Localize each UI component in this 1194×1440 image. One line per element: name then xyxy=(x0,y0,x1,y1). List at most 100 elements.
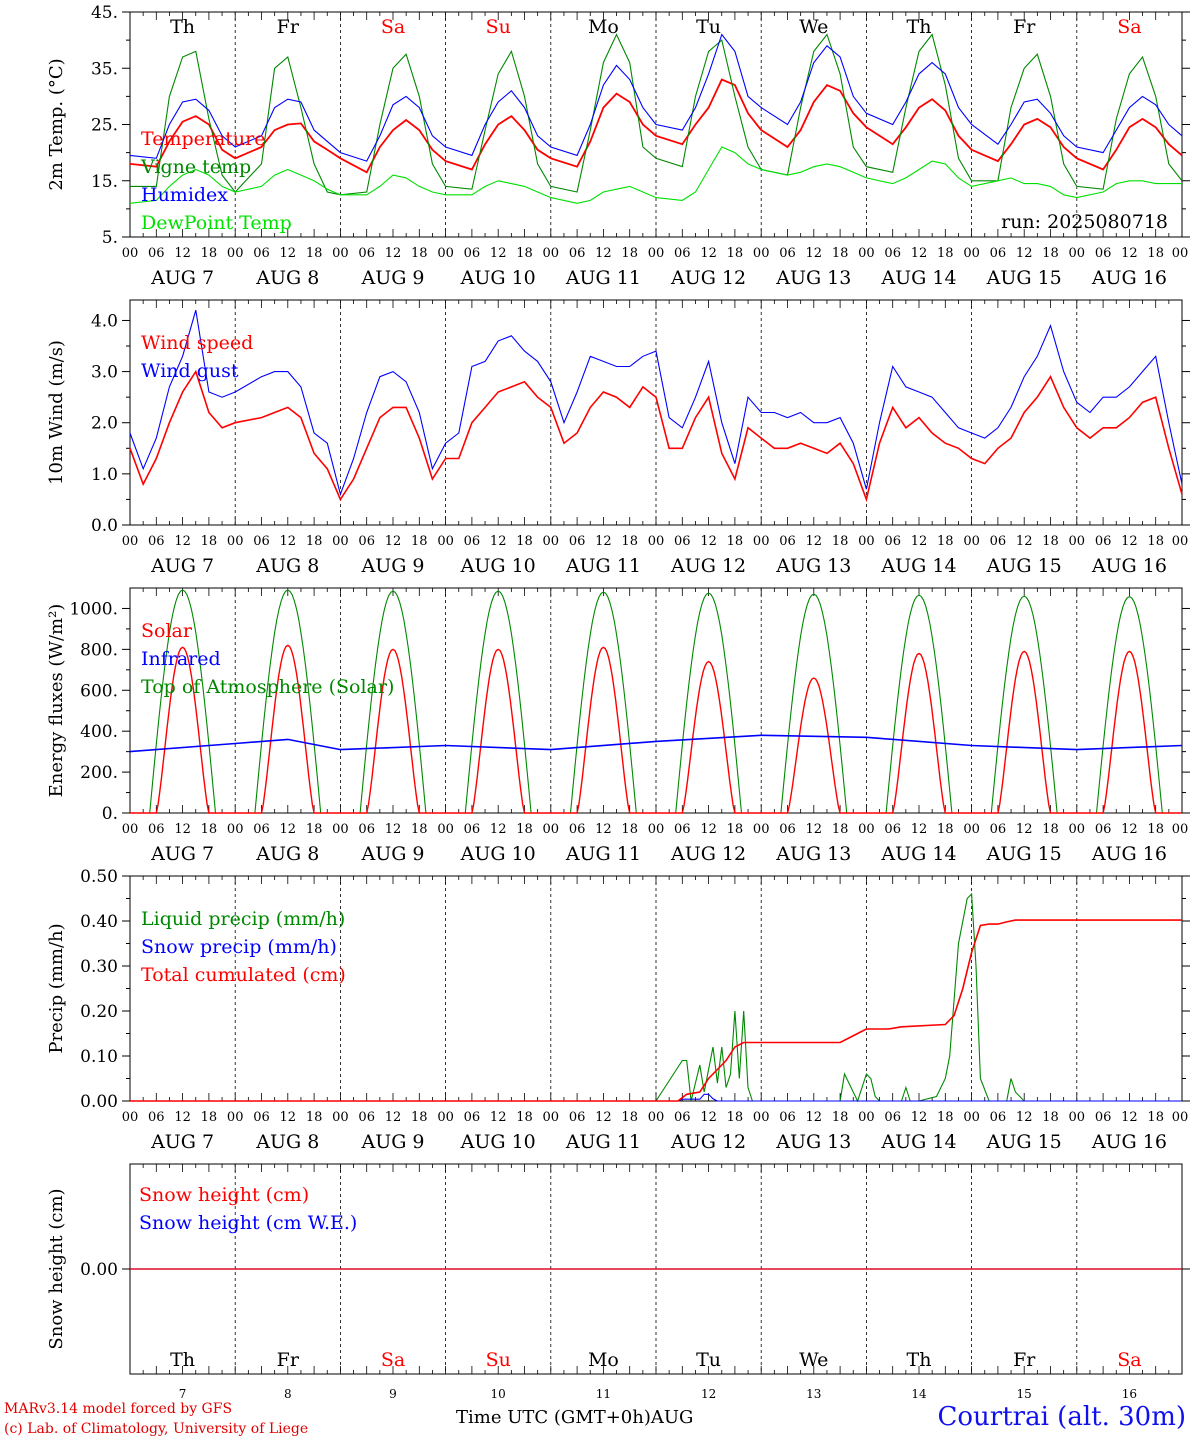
hour-tick-label: 18 xyxy=(1147,534,1164,549)
hour-tick-label: 00 xyxy=(543,246,560,261)
hour-tick-label: 12 xyxy=(700,534,717,549)
hour-tick-label: 00 xyxy=(858,1110,875,1125)
hour-tick-label: 12 xyxy=(806,246,823,261)
hour-tick-label: 18 xyxy=(201,822,218,837)
date-label: AUG 15 xyxy=(986,1131,1062,1153)
legend-temperature: Temperature xyxy=(141,128,265,150)
legend-liquid-precip-mm-h-: Liquid precip (mm/h) xyxy=(141,908,345,930)
series-dewpoint-temp xyxy=(129,146,1182,204)
date-label: AUG 7 xyxy=(150,1131,214,1153)
run-label: run: 2025080718 xyxy=(1001,211,1168,233)
hour-tick-label: 18 xyxy=(516,534,533,549)
date-label: AUG 7 xyxy=(150,267,214,289)
series-top-of-atmosphere-solar xyxy=(130,589,1182,814)
weekday-label: Th xyxy=(170,16,195,38)
date-label: AUG 9 xyxy=(360,1131,424,1153)
weekday-label: Sa xyxy=(1117,16,1141,38)
y-tick-label: 400. xyxy=(80,722,118,742)
hour-tick-label: 12 xyxy=(385,534,402,549)
hour-tick-label: 12 xyxy=(700,822,717,837)
hour-tick-label: 18 xyxy=(1147,822,1164,837)
station-name: Courtrai (alt. 30m) xyxy=(937,1402,1187,1432)
hour-tick-label: 12 xyxy=(1121,246,1138,261)
weekday-label: Mo xyxy=(588,1349,619,1371)
hour-tick-label: 12 xyxy=(911,246,928,261)
hour-tick-label: 06 xyxy=(569,1110,586,1125)
weekday-label: Tu xyxy=(696,1349,721,1371)
hour-tick-label: 06 xyxy=(884,246,901,261)
day-number-label: 11 xyxy=(596,1387,611,1401)
date-label: AUG 8 xyxy=(255,843,319,865)
hour-tick-label: 06 xyxy=(779,822,796,837)
y-tick-label: 0.0 xyxy=(91,516,118,536)
hour-tick-label: 18 xyxy=(832,822,849,837)
hour-tick-label: 06 xyxy=(569,246,586,261)
day-number-label: 14 xyxy=(911,1387,927,1401)
hour-tick-label: 12 xyxy=(174,1110,191,1125)
series-wind-speed xyxy=(129,369,1183,503)
hour-tick-label: 06 xyxy=(148,1110,165,1125)
hour-tick-label: 00 xyxy=(227,534,244,549)
hour-tick-label: 00 xyxy=(858,534,875,549)
hour-tick-label: 00 xyxy=(437,534,454,549)
legend-snow-precip-mm-h-: Snow precip (mm/h) xyxy=(141,936,337,958)
hour-tick-label: 06 xyxy=(1095,534,1112,549)
hour-tick-label: 18 xyxy=(306,534,323,549)
hour-tick-label: 00 xyxy=(122,822,139,837)
weekday-label: We xyxy=(799,1349,828,1371)
y-tick-label: 0.00 xyxy=(80,1260,118,1280)
hour-tick-label: 06 xyxy=(464,246,481,261)
hour-tick-label: 18 xyxy=(1042,246,1059,261)
hour-tick-label: 00 xyxy=(1172,246,1189,261)
date-label: AUG 13 xyxy=(775,555,851,577)
date-label: AUG 8 xyxy=(255,267,319,289)
hour-tick-label: 06 xyxy=(884,534,901,549)
hour-tick-label: 12 xyxy=(1016,822,1033,837)
hour-tick-label: 00 xyxy=(858,246,875,261)
hour-tick-label: 18 xyxy=(1042,822,1059,837)
hour-tick-label: 00 xyxy=(963,246,980,261)
lab-credit: (c) Lab. of Climatology, University of L… xyxy=(4,1421,309,1437)
legend-wind-gust: Wind gust xyxy=(141,360,239,382)
hour-tick-label: 06 xyxy=(674,246,691,261)
series-temperature xyxy=(129,78,1183,174)
hour-tick-label: 06 xyxy=(148,534,165,549)
hour-tick-label: 18 xyxy=(937,1110,954,1125)
hour-tick-label: 06 xyxy=(884,822,901,837)
date-label: AUG 8 xyxy=(255,555,319,577)
date-label: AUG 16 xyxy=(1091,1131,1167,1153)
hour-tick-label: 06 xyxy=(253,1110,270,1125)
date-label: AUG 13 xyxy=(775,1131,851,1153)
date-label: AUG 7 xyxy=(150,843,214,865)
y-tick-label: 200. xyxy=(80,763,118,783)
date-label: AUG 14 xyxy=(880,267,956,289)
hour-tick-label: 18 xyxy=(727,246,744,261)
hour-tick-label: 12 xyxy=(700,246,717,261)
hour-tick-label: 12 xyxy=(911,1110,928,1125)
hour-tick-label: 06 xyxy=(674,822,691,837)
hour-tick-label: 00 xyxy=(332,822,349,837)
date-label: AUG 12 xyxy=(670,843,746,865)
date-label: AUG 10 xyxy=(460,843,536,865)
date-label: AUG 14 xyxy=(880,843,956,865)
hour-tick-label: 18 xyxy=(1147,246,1164,261)
hour-tick-label: 06 xyxy=(779,246,796,261)
date-label: AUG 10 xyxy=(460,555,536,577)
date-label: AUG 15 xyxy=(986,555,1062,577)
date-label: AUG 14 xyxy=(880,1131,956,1153)
hour-tick-label: 18 xyxy=(1147,1110,1164,1125)
hour-tick-label: 06 xyxy=(1095,246,1112,261)
y-tick-label: 0.30 xyxy=(80,957,118,977)
hour-tick-label: 18 xyxy=(306,246,323,261)
hour-tick-label: 06 xyxy=(779,534,796,549)
hour-tick-label: 00 xyxy=(543,534,560,549)
series-total-cumulated-cm- xyxy=(130,919,1182,1102)
weekday-label: Mo xyxy=(588,16,619,38)
hour-tick-label: 18 xyxy=(411,822,428,837)
date-label: AUG 12 xyxy=(670,555,746,577)
y-tick-label: 0.00 xyxy=(80,1092,118,1112)
hour-tick-label: 18 xyxy=(1042,534,1059,549)
y-tick-label: 1000. xyxy=(69,599,118,619)
y-axis-label: Precip (mm/h) xyxy=(46,923,67,1053)
